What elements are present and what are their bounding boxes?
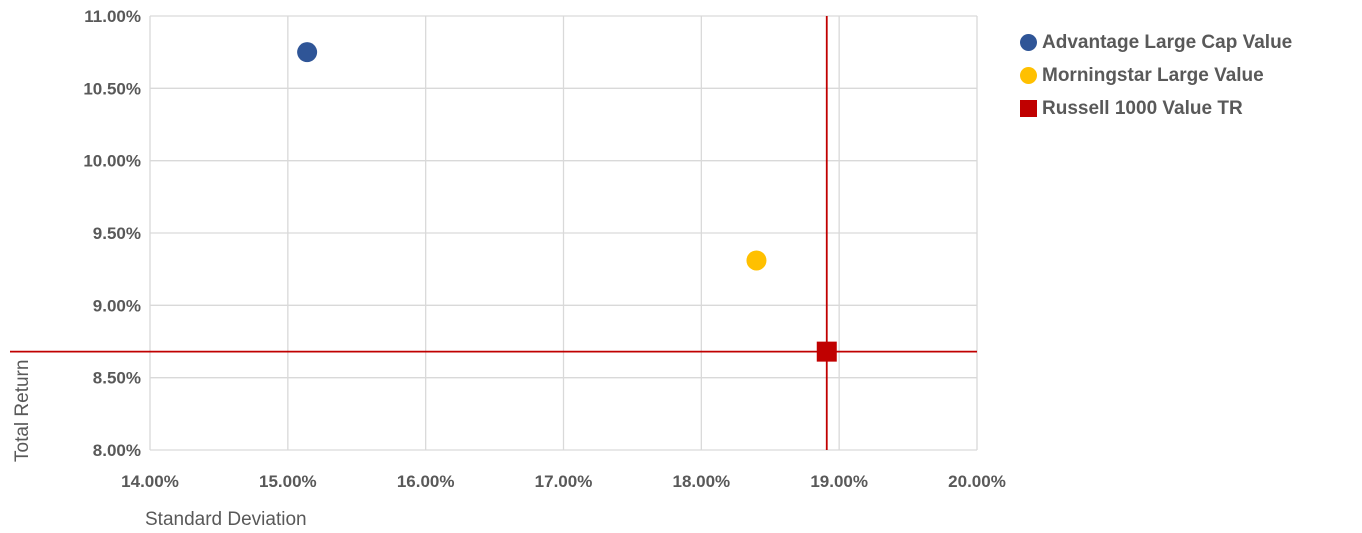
legend-label: Morningstar Large Value: [1042, 64, 1264, 86]
y-tick-label: 9.50%: [93, 224, 141, 243]
y-tick-label: 11.00%: [84, 7, 141, 26]
y-tick-label: 10.50%: [83, 79, 141, 98]
legend-circle-marker: [1020, 34, 1037, 51]
x-tick-label: 16.00%: [397, 472, 455, 491]
y-tick-label: 9.00%: [93, 296, 141, 315]
x-tick-label: 14.00%: [121, 472, 179, 491]
x-tick-label: 18.00%: [672, 472, 730, 491]
data-point-circle: [297, 42, 318, 63]
data-points: [297, 42, 837, 362]
x-tick-label: 17.00%: [535, 472, 593, 491]
legend-item: Morningstar Large Value: [1020, 59, 1292, 92]
reference-lines: [10, 16, 977, 450]
legend: Advantage Large Cap Value Morningstar Lar…: [1020, 26, 1292, 125]
y-tick-label: 10.00%: [83, 152, 141, 171]
legend-item: Advantage Large Cap Value: [1020, 26, 1292, 59]
legend-label: Advantage Large Cap Value: [1042, 31, 1293, 53]
x-tick-label: 19.00%: [810, 472, 868, 491]
horizontal-gridlines: [150, 15, 977, 451]
legend-label: Russell 1000 Value TR: [1042, 97, 1243, 119]
legend-item: Russell 1000 Value TR: [1020, 92, 1292, 125]
y-tick-label: 8.00%: [93, 441, 141, 460]
data-point-circle: [746, 250, 767, 271]
x-tick-label: 20.00%: [948, 472, 1006, 491]
y-tick-label: 8.50%: [93, 369, 141, 388]
x-tick-labels: 14.00% 15.00% 16.00% 17.00% 18.00% 19.00% 20.0…: [121, 472, 1006, 491]
y-axis-title: Total Return: [12, 360, 33, 462]
legend-circle-marker: [1020, 67, 1037, 84]
legend-square-marker: [1020, 100, 1037, 117]
x-axis-title: Standard Deviation: [145, 509, 307, 530]
data-point-square: [816, 341, 837, 362]
x-tick-label: 15.00%: [259, 472, 317, 491]
y-tick-labels: 8.00% 8.50% 9.00% 9.50% 10.00% 10.50% 11.00%: [83, 7, 141, 460]
